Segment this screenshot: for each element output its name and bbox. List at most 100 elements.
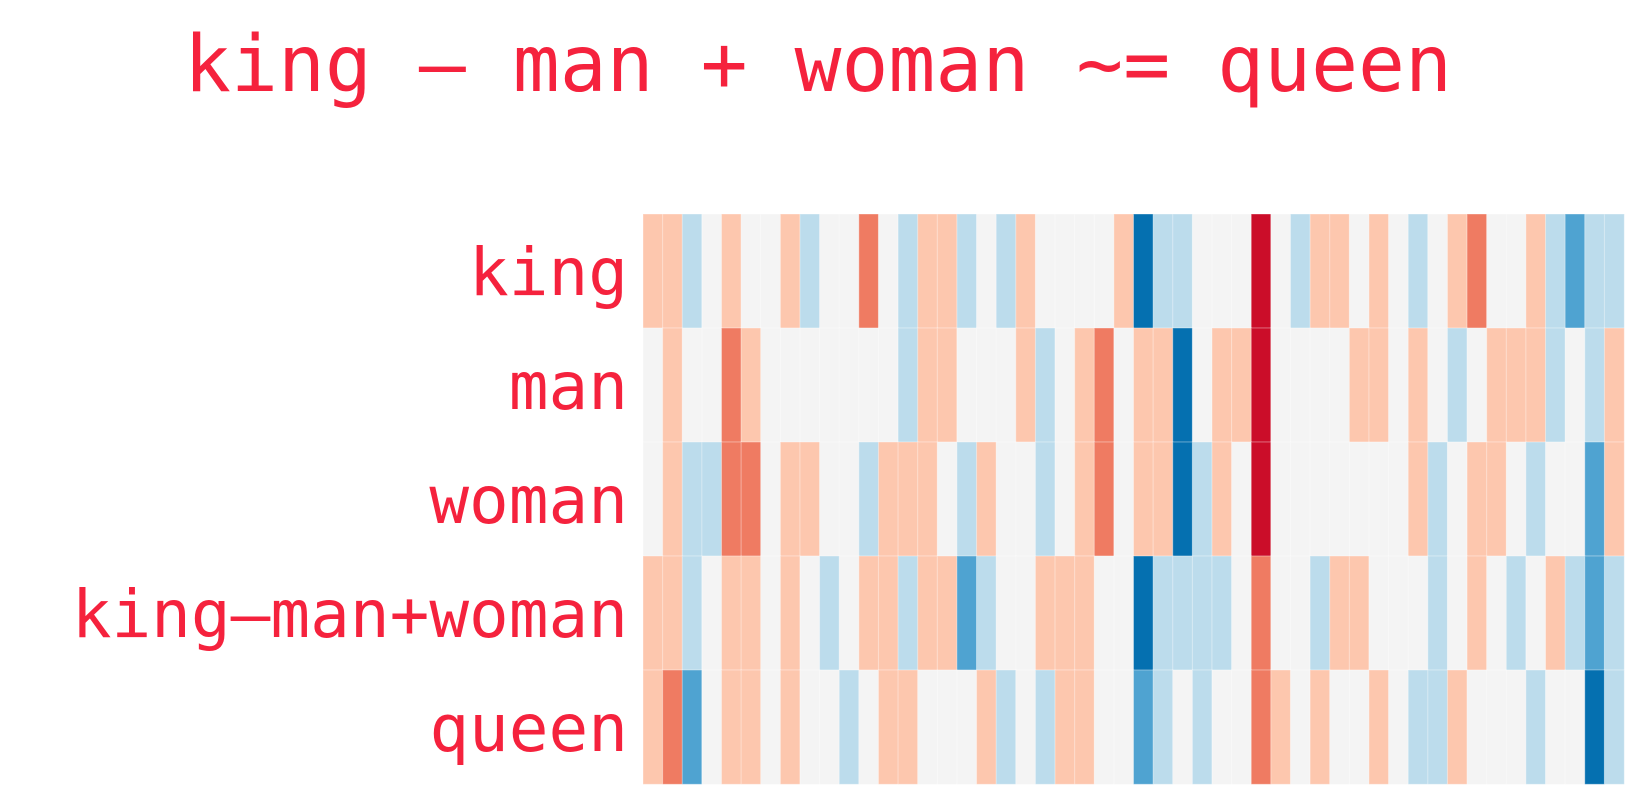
heatmap-cell-r0-c29 — [1211, 213, 1233, 329]
heatmap-cell-r1-c23 — [1093, 327, 1115, 443]
heatmap-cell-r1-c45 — [1525, 327, 1547, 443]
heatmap-cell-r1-c19 — [1015, 327, 1037, 443]
heatmap-cell-r2-c0 — [642, 441, 664, 557]
heatmap-cell-r0-c6 — [760, 213, 782, 329]
heatmap-cell-r1-c11 — [858, 327, 880, 443]
heatmap-cell-r3-c20 — [1034, 555, 1056, 671]
heatmap-cell-r1-c34 — [1309, 327, 1331, 443]
heatmap-cell-r3-c18 — [995, 555, 1017, 671]
heatmap-cell-r2-c28 — [1191, 441, 1213, 557]
heatmap-cell-r4-c14 — [917, 669, 939, 785]
heatmap-cell-r2-c19 — [1015, 441, 1037, 557]
heatmap-cell-r2-c31 — [1250, 441, 1272, 557]
heatmap-cell-r0-c13 — [897, 213, 919, 329]
heatmap-cell-r4-c29 — [1211, 669, 1233, 785]
heatmap-cell-r4-c44 — [1505, 669, 1527, 785]
heatmap-cell-r3-c31 — [1250, 555, 1272, 671]
heatmap-cell-r3-c23 — [1093, 555, 1115, 671]
heatmap-cell-r4-c12 — [877, 669, 899, 785]
heatmap-cell-r4-c7 — [779, 669, 801, 785]
heatmap-cell-r3-c39 — [1407, 555, 1429, 671]
heatmap-cell-r4-c10 — [838, 669, 860, 785]
heatmap-cell-r1-c20 — [1034, 327, 1056, 443]
heatmap-cell-r0-c37 — [1368, 213, 1390, 329]
heatmap-cell-r2-c38 — [1388, 441, 1409, 557]
heatmap-cell-r4-c22 — [1074, 669, 1096, 785]
heatmap-cell-r1-c47 — [1564, 327, 1586, 443]
heatmap-cell-r4-c15 — [936, 669, 958, 785]
heatmap-cell-r2-c2 — [681, 441, 703, 557]
heatmap-cell-r3-c43 — [1486, 555, 1508, 671]
heatmap-cell-r3-c33 — [1289, 555, 1311, 671]
heatmap-cell-r1-c4 — [720, 327, 742, 443]
heatmap-cell-r4-c4 — [720, 669, 742, 785]
heatmap-cell-r2-c21 — [1054, 441, 1076, 557]
heatmap-cell-r3-c30 — [1231, 555, 1253, 671]
heatmap-cell-r2-c9 — [819, 441, 841, 557]
heatmap-cell-r2-c14 — [917, 441, 939, 557]
heatmap-cell-r4-c8 — [799, 669, 821, 785]
heatmap-cell-r1-c26 — [1152, 327, 1174, 443]
heatmap-cell-r2-c23 — [1093, 441, 1115, 557]
heatmap-cell-r0-c11 — [858, 213, 880, 329]
heatmap-cell-r4-c33 — [1289, 669, 1311, 785]
heatmap-cell-r1-c16 — [956, 327, 978, 443]
heatmap-cell-r1-c15 — [936, 327, 958, 443]
heatmap-cell-r4-c19 — [1015, 669, 1037, 785]
heatmap-cell-r4-c18 — [995, 669, 1017, 785]
heatmap-cell-r3-c38 — [1388, 555, 1409, 671]
heatmap-cell-r3-c22 — [1074, 555, 1096, 671]
heatmap-cell-r2-c15 — [936, 441, 958, 557]
heatmap-cell-r3-c29 — [1211, 555, 1233, 671]
heatmap-cell-r1-c0 — [642, 327, 664, 443]
heatmap-cell-r3-c41 — [1446, 555, 1468, 671]
heatmap-cell-r3-c10 — [838, 555, 860, 671]
heatmap-cell-r2-c24 — [1113, 441, 1135, 557]
heatmap-cell-r1-c36 — [1348, 327, 1370, 443]
heatmap-cell-r2-c42 — [1466, 441, 1488, 557]
heatmap-cell-r2-c12 — [877, 441, 899, 557]
heatmap-cell-r1-c38 — [1388, 327, 1409, 443]
heatmap-cell-r0-c3 — [701, 213, 723, 329]
heatmap-cells — [642, 213, 1625, 785]
row-label-3: king–man+woman — [72, 576, 628, 653]
heatmap-cell-r3-c34 — [1309, 555, 1331, 671]
heatmap-cell-r2-c43 — [1486, 441, 1508, 557]
heatmap-cell-r0-c10 — [838, 213, 860, 329]
heatmap-cell-r0-c30 — [1231, 213, 1253, 329]
heatmap-cell-r4-c48 — [1584, 669, 1606, 785]
heatmap-cell-r3-c37 — [1368, 555, 1390, 671]
heatmap-cell-r1-c31 — [1250, 327, 1272, 443]
heatmap-cell-r0-c12 — [877, 213, 899, 329]
heatmap-cell-r4-c17 — [976, 669, 997, 785]
heatmap-cell-r3-c47 — [1564, 555, 1586, 671]
heatmap-cell-r0-c44 — [1505, 213, 1527, 329]
heatmap-cell-r2-c40 — [1427, 441, 1449, 557]
heatmap-cell-r1-c3 — [701, 327, 723, 443]
heatmap-cell-r3-c6 — [760, 555, 782, 671]
heatmap-cell-r0-c35 — [1329, 213, 1351, 329]
heatmap-cell-r0-c48 — [1584, 213, 1606, 329]
heatmap-cell-r1-c9 — [819, 327, 841, 443]
heatmap-cell-r4-c11 — [858, 669, 880, 785]
heatmap-cell-r4-c23 — [1093, 669, 1115, 785]
heatmap-cell-r3-c32 — [1270, 555, 1292, 671]
heatmap-cell-r4-c40 — [1427, 669, 1449, 785]
heatmap-cell-r1-c21 — [1054, 327, 1076, 443]
heatmap-cell-r2-c41 — [1446, 441, 1468, 557]
heatmap-cell-r1-c22 — [1074, 327, 1096, 443]
heatmap-cell-r2-c30 — [1231, 441, 1253, 557]
heatmap-cell-r3-c3 — [701, 555, 723, 671]
heatmap-cell-r0-c17 — [976, 213, 997, 329]
heatmap-cell-r2-c36 — [1348, 441, 1370, 557]
heatmap-cell-r0-c14 — [917, 213, 939, 329]
heatmap-cell-r3-c26 — [1152, 555, 1174, 671]
heatmap-cell-r3-c14 — [917, 555, 939, 671]
heatmap-cell-r1-c43 — [1486, 327, 1508, 443]
heatmap-cell-r0-c41 — [1446, 213, 1468, 329]
heatmap-cell-r4-c39 — [1407, 669, 1429, 785]
heatmap-cell-r0-c34 — [1309, 213, 1331, 329]
heatmap-cell-r2-c13 — [897, 441, 919, 557]
heatmap-cell-r3-c36 — [1348, 555, 1370, 671]
heatmap-cell-r2-c6 — [760, 441, 782, 557]
